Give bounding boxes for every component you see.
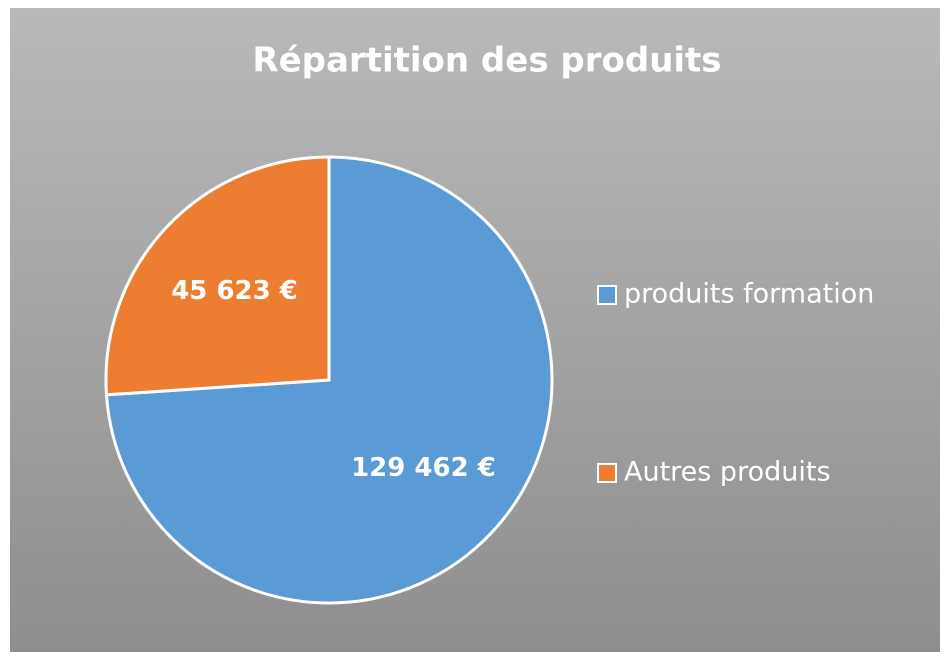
legend-label: produits formation <box>624 279 874 310</box>
legend-swatch <box>597 463 617 483</box>
data-label: 129 462 € <box>351 453 496 483</box>
legend-label: Autres produits <box>624 457 831 488</box>
chart-title: Répartition des produits <box>252 41 721 81</box>
data-label: 45 623 € <box>171 276 298 306</box>
pie-slice <box>104 155 331 397</box>
legend-swatch <box>597 285 617 305</box>
